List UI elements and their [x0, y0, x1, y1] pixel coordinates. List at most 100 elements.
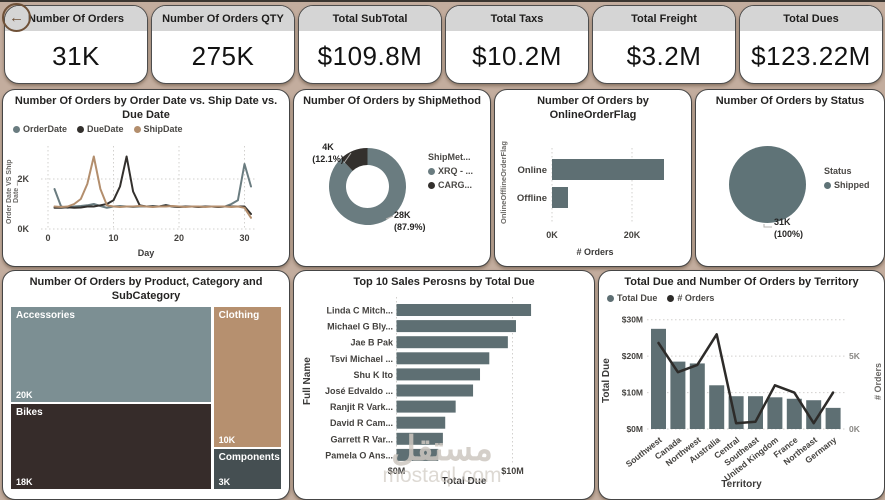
- legend-item-cargo[interactable]: CARG...: [428, 180, 473, 190]
- svg-text:Tsvi Michael ...: Tsvi Michael ...: [330, 354, 393, 364]
- svg-text:0K: 0K: [546, 230, 558, 240]
- treemap-tile-bikes[interactable]: Bikes 18K: [11, 403, 211, 490]
- line-chart[interactable]: 0 10 20 30 0K 2K: [3, 90, 289, 266]
- svg-text:$30M: $30M: [622, 315, 643, 325]
- tile-value: 18K: [16, 477, 33, 488]
- tile-value: 10K: [218, 435, 236, 446]
- kpi-title: Number Of Orders QTY: [152, 6, 294, 31]
- svg-text:Pamela O Ans...: Pamela O Ans...: [325, 450, 393, 460]
- x-axis-title: Total Due: [441, 476, 487, 487]
- panel-orders-by-onlineflag[interactable]: Number Of Orders by OnlineOrderFlag Onli…: [494, 89, 692, 267]
- svg-text:Ranjit R Vark...: Ranjit R Vark...: [330, 402, 393, 412]
- pie-callout: [763, 224, 772, 228]
- kpi-card-total-freight[interactable]: Total Freight $3.2M: [592, 5, 736, 84]
- svg-text:Shu K Ito: Shu K Ito: [354, 370, 394, 380]
- svg-text:$10M: $10M: [501, 466, 524, 476]
- back-arrow-icon: ←: [9, 9, 24, 26]
- panel-territory-combo[interactable]: Total Due and Number Of Orders by Territ…: [598, 270, 885, 500]
- donut-chart[interactable]: [294, 90, 490, 266]
- kpi-card-total-subtotal[interactable]: Total SubTotal $109.8M: [298, 5, 442, 84]
- svg-text:5K: 5K: [849, 351, 861, 361]
- kpi-card-total-dues[interactable]: Total Dues $123.22M: [739, 5, 883, 84]
- svg-text:José Edvaldo ...: José Edvaldo ...: [325, 386, 393, 396]
- line-legend: OrderDate DueDate ShipDate: [13, 124, 183, 134]
- svg-text:Michael G Bly...: Michael G Bly...: [327, 322, 393, 332]
- chart-title: Top 10 Sales Perosns by Total Due: [353, 276, 535, 288]
- legend-item-total-due[interactable]: Total Due: [607, 293, 657, 303]
- svg-text:Online: Online: [517, 165, 547, 176]
- tile-name: Bikes: [16, 406, 43, 418]
- svg-text:30: 30: [239, 233, 249, 243]
- legend-title: ShipMet...: [428, 152, 471, 162]
- treemap-tile-clothing[interactable]: Clothing 10K: [213, 307, 281, 448]
- kpi-title: Total SubTotal: [299, 6, 441, 31]
- panel-top10-salespersons[interactable]: Top 10 Sales Perosns by Total Due Full N…: [293, 270, 595, 500]
- legend-item-orderdate[interactable]: OrderDate: [13, 124, 67, 134]
- tile-name: Accessories: [16, 310, 75, 321]
- tile-value: 3K: [218, 477, 231, 488]
- kpi-value: 275K: [191, 40, 255, 71]
- panel-orders-by-date[interactable]: Number Of Orders by Order Date vs. Ship …: [2, 89, 290, 267]
- svg-text:$0M: $0M: [626, 424, 643, 434]
- territory-combo-chart[interactable]: $0M$10M$20M$30M0K5KSouthwestCanadaNorthw…: [599, 271, 884, 499]
- xrq-dot-icon: [428, 167, 435, 175]
- kpi-value: 31K: [52, 40, 100, 71]
- status-pie[interactable]: [729, 146, 806, 223]
- orderdate-dot-icon: [13, 125, 20, 133]
- panel-orders-by-category[interactable]: Number Of Orders by Product, Category an…: [2, 270, 290, 500]
- donut-label-cargo: 4K (12.1%): [312, 142, 344, 164]
- kpi-value: $109.8M: [317, 40, 423, 71]
- kpi-title: Total Dues: [740, 6, 882, 31]
- treemap-chart[interactable]: Accessories 20K Bikes 18K Clothing 10K Compone…: [11, 307, 281, 491]
- kpi-value: $3.2M: [626, 40, 702, 71]
- shipdate-dot-icon: [133, 125, 141, 133]
- donut-legend: ShipMet... XRQ - ... CARG...: [428, 152, 473, 190]
- pie-label-shipped: 31K (100%): [774, 217, 804, 239]
- svg-text:0K: 0K: [849, 424, 861, 434]
- svg-text:0K: 0K: [17, 224, 29, 234]
- kpi-card-orders-qty[interactable]: Number Of Orders QTY 275K: [151, 5, 295, 84]
- kpi-card-total-taxs[interactable]: Total Taxs $10.2M: [445, 5, 589, 84]
- svg-text:Garrett R Var...: Garrett R Var...: [330, 434, 393, 444]
- tile-name: Clothing: [218, 310, 260, 321]
- svg-text:$20M: $20M: [622, 351, 643, 361]
- shipped-dot-icon: [824, 181, 831, 189]
- onlineflag-bar-chart[interactable]: 0K 20K Online Offline: [495, 90, 691, 266]
- cargo-dot-icon: [428, 181, 435, 189]
- panel-orders-by-shipmethod[interactable]: Number Of Orders by ShipMethod 4K (12.1%…: [293, 89, 491, 267]
- legend-item-duedate[interactable]: DueDate: [77, 124, 124, 134]
- donut-label-xrq: 28K (87.9%): [394, 210, 426, 232]
- legend-item-num-orders[interactable]: # Orders: [667, 293, 714, 303]
- x-axis-title: Territory: [721, 479, 762, 490]
- chart-title: Number Of Orders by ShipMethod: [303, 95, 481, 107]
- treemap-tile-accessories[interactable]: Accessories 20K: [11, 307, 211, 403]
- svg-text:10: 10: [108, 233, 118, 243]
- chart-title: Number Of Orders by Product, Category an…: [29, 276, 263, 302]
- panel-orders-by-status[interactable]: Number Of Orders by Status 31K (100%) St…: [695, 89, 885, 267]
- legend-title: Status: [824, 166, 852, 176]
- x-axis-title: # Orders: [576, 247, 614, 257]
- legend-item-shipdate[interactable]: ShipDate: [133, 124, 183, 134]
- kpi-value: $123.22M: [751, 40, 871, 71]
- chart-title: Number Of Orders by OnlineOrderFlag: [537, 95, 649, 121]
- duedate-dot-icon: [77, 125, 85, 133]
- kpi-value: $10.2M: [472, 40, 562, 71]
- chart-title: Number Of Orders by Order Date vs. Ship …: [14, 95, 278, 121]
- tile-name: Components: [218, 451, 280, 463]
- kpi-title: Total Freight: [593, 6, 735, 31]
- svg-text:0: 0: [45, 233, 50, 243]
- top10-bar-chart[interactable]: $0M $10M Linda C Mitch... Michael G Bly... J…: [294, 271, 594, 499]
- svg-text:2K: 2K: [17, 174, 29, 184]
- treemap-tile-components[interactable]: Components 3K: [213, 448, 281, 490]
- back-button[interactable]: ←: [2, 3, 31, 32]
- legend-item-shipped[interactable]: Shipped: [824, 180, 870, 190]
- svg-text:Linda C Mitch...: Linda C Mitch...: [327, 306, 394, 316]
- combo-legend: Total Due # Orders: [607, 293, 714, 303]
- legend-item-xrq[interactable]: XRQ - ...: [428, 166, 473, 176]
- svg-text:$0M: $0M: [388, 466, 406, 476]
- kpi-title: Total Taxs: [446, 6, 588, 31]
- total-due-dot-icon: [607, 294, 614, 302]
- svg-text:Offline: Offline: [517, 193, 547, 204]
- pie-legend: Status Shipped: [824, 166, 870, 190]
